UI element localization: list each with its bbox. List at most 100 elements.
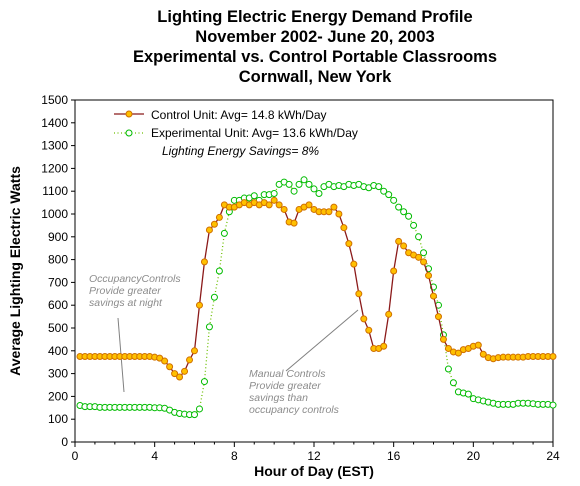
- data-point: [181, 367, 189, 375]
- data-point: [280, 205, 288, 213]
- data-point: [395, 203, 403, 211]
- y-tick-label: 1300: [41, 139, 68, 153]
- data-point: [420, 258, 428, 266]
- data-point: [300, 176, 308, 184]
- y-tick-label: 100: [48, 412, 68, 426]
- data-point: [365, 326, 373, 334]
- x-tick-label: 8: [231, 449, 238, 463]
- data-point: [464, 390, 472, 398]
- data-point: [166, 363, 174, 371]
- note-line: Provide greater: [249, 380, 321, 392]
- y-axis-title: Average Lighting Electric Watts: [7, 166, 23, 376]
- note-manual-controls: Manual Controls Provide greater savings th…: [249, 368, 340, 416]
- data-point: [444, 365, 452, 373]
- data-point: [200, 378, 208, 386]
- x-tick-label: 24: [546, 449, 560, 463]
- data-point: [295, 180, 303, 188]
- data-point: [215, 267, 223, 275]
- legend-control-label: Control Unit: Avg= 14.8 kWh/Day: [151, 108, 327, 122]
- note-line: OccupancyControls: [89, 273, 181, 285]
- data-point: [195, 405, 203, 413]
- data-point: [205, 226, 213, 234]
- x-axis: 0 4 8 12 16 20 24: [72, 442, 560, 463]
- data-point: [340, 224, 348, 232]
- data-point: [549, 401, 557, 409]
- y-tick-label: 600: [48, 298, 68, 312]
- data-point: [210, 293, 218, 301]
- data-point: [195, 301, 203, 309]
- y-tick-label: 200: [48, 389, 68, 403]
- data-point: [315, 189, 323, 197]
- note-line: occupancy controls: [249, 404, 340, 416]
- x-axis-title: Hour of Day (EST): [254, 463, 374, 479]
- x-tick-label: 0: [72, 449, 79, 463]
- data-point: [405, 212, 413, 220]
- data-point: [200, 258, 208, 266]
- note-line: Provide greater: [89, 285, 161, 297]
- y-tick-label: 500: [48, 321, 68, 335]
- data-point: [305, 201, 313, 209]
- data-point: [479, 350, 487, 358]
- data-point: [325, 208, 333, 216]
- data-point: [215, 213, 223, 221]
- data-point: [265, 201, 273, 209]
- data-point: [220, 229, 228, 237]
- data-point: [410, 221, 418, 229]
- data-point: [430, 292, 437, 300]
- savings-label: Lighting Energy Savings= 8%: [162, 144, 319, 158]
- y-tick-label: 800: [48, 253, 68, 267]
- data-point: [161, 357, 169, 365]
- y-tick-label: 700: [48, 275, 68, 289]
- data-point: [330, 203, 338, 211]
- data-point: [390, 196, 398, 204]
- annotations: OccupancyControls Provide greater savings …: [89, 273, 359, 416]
- data-point: [210, 220, 218, 228]
- data-point: [310, 185, 318, 193]
- data-point: [415, 233, 423, 241]
- y-tick-label: 400: [48, 344, 68, 358]
- data-point: [549, 353, 557, 360]
- legend-control-marker: [125, 110, 133, 118]
- legend: Control Unit: Avg= 14.8 kWh/Day Experime…: [114, 108, 358, 158]
- data-point: [305, 180, 313, 188]
- data-point: [290, 219, 298, 227]
- series-layer: [76, 176, 557, 419]
- x-tick-label: 20: [467, 449, 481, 463]
- note-line: savings at night: [89, 297, 163, 309]
- chart-title: Lighting Electric Energy Demand Profile …: [133, 8, 497, 86]
- note-line: Manual Controls: [249, 368, 326, 380]
- data-point: [385, 310, 393, 318]
- data-point: [425, 272, 433, 280]
- title-line-2: November 2002- June 20, 2003: [195, 28, 434, 46]
- legend-experimental-marker: [125, 129, 133, 137]
- data-point: [290, 187, 298, 195]
- data-point: [250, 192, 258, 200]
- title-line-4: Cornwall, New York: [239, 68, 392, 86]
- data-point: [415, 253, 423, 261]
- data-point: [380, 187, 388, 195]
- y-tick-label: 1000: [41, 207, 68, 221]
- data-point: [395, 237, 403, 245]
- y-tick-label: 1100: [42, 184, 68, 198]
- data-point: [375, 183, 383, 191]
- data-point: [444, 345, 452, 353]
- y-axis: 0 100 200 300 400 500 600 700 800 900 1000 1100 1200…: [41, 93, 75, 449]
- y-tick-label: 1200: [41, 161, 68, 175]
- data-point: [380, 342, 388, 350]
- data-point: [454, 349, 462, 357]
- data-point: [420, 249, 428, 257]
- data-point: [400, 242, 408, 250]
- data-point: [275, 201, 283, 209]
- data-point: [449, 379, 457, 387]
- data-point: [345, 240, 353, 248]
- data-point: [355, 290, 363, 298]
- y-tick-label: 300: [48, 367, 68, 381]
- data-point: [285, 180, 293, 188]
- data-point: [439, 335, 447, 343]
- data-point: [390, 267, 398, 275]
- data-point: [360, 315, 368, 323]
- title-line-1: Lighting Electric Energy Demand Profile: [157, 8, 472, 26]
- note-occupancy-controls: OccupancyControls Provide greater savings …: [89, 273, 181, 309]
- series-control: [76, 196, 557, 381]
- x-tick-label: 4: [151, 449, 158, 463]
